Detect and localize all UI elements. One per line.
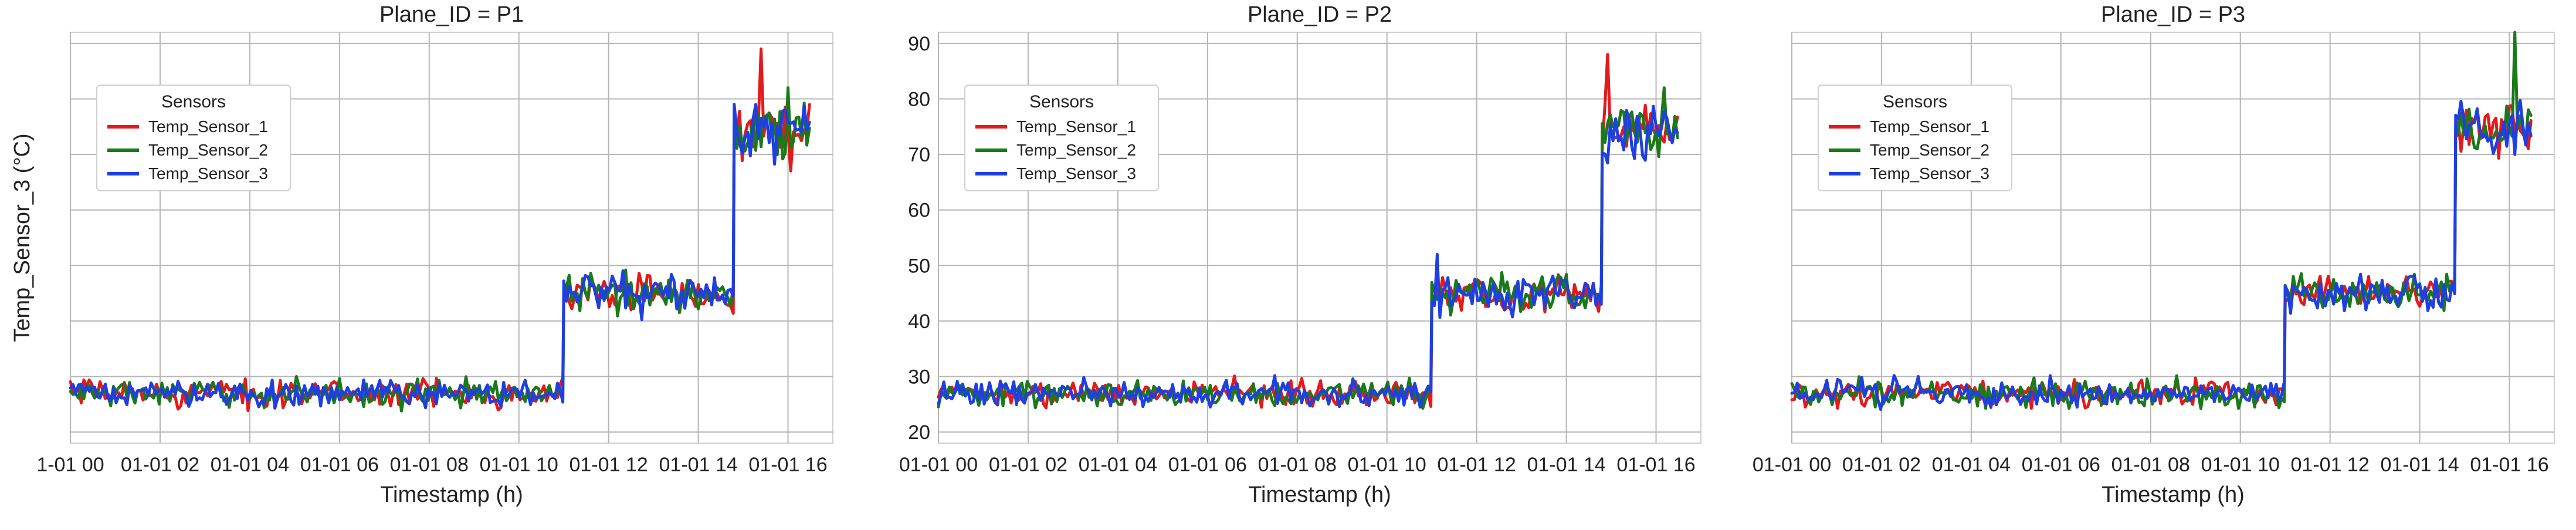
x-tick-label: 01-01 14 (2380, 454, 2459, 476)
legend-title: Sensors (161, 92, 226, 112)
x-tick-label: 01-01 06 (1168, 454, 1247, 476)
x-tick-label: 01-01 02 (989, 454, 1067, 476)
legend-label: Temp_Sensor_3 (1016, 164, 1136, 183)
x-tick-label: 01-01 12 (570, 454, 648, 476)
x-tick-label: 01-01 14 (659, 454, 737, 476)
legend-label: Temp_Sensor_2 (1016, 141, 1136, 159)
legend-box (964, 85, 1159, 191)
legend-label: Temp_Sensor_3 (148, 164, 268, 183)
y-tick-label: 50 (908, 255, 930, 277)
panel-title: Plane_ID = P1 (379, 2, 524, 27)
y-tick-label: 20 (908, 421, 930, 444)
x-tick-label: 01-01 04 (1079, 454, 1157, 476)
x-tick-label: 01-01 00 (899, 454, 978, 476)
series-line-temp-sensor-2 (937, 86, 1679, 410)
legend-box (96, 85, 291, 191)
x-tick-label: 01-01 14 (1527, 454, 1605, 476)
y-tick-label: 90 (908, 33, 930, 55)
y-tick-label: 30 (908, 366, 930, 388)
y-tick-label: 40 (908, 310, 930, 333)
legend-title: Sensors (1029, 92, 1094, 112)
y-tick-label: 70 (908, 144, 930, 166)
chart-panel-1: 1-01 00 01-01 02 01-01 04 01-01 06 01-01 08 0… (10, 2, 833, 507)
x-tick-label: 01-01 06 (300, 454, 379, 476)
x-axis-label: Timestamp (h) (380, 482, 523, 507)
x-axis-label: Timestamp (h) (1248, 482, 1391, 507)
x-tick-label: 1-01 00 (36, 454, 104, 476)
x-tick-label: 01-01 10 (2201, 454, 2280, 476)
x-tick-label: 01-01 08 (390, 454, 469, 476)
x-tick-label: 01-01 16 (1616, 454, 1695, 476)
legend-label: Temp_Sensor_1 (148, 117, 268, 136)
legend: Sensors Temp_Sensor_1 Temp_Sensor_2 Temp_Se… (1818, 85, 2012, 191)
series-line-temp-sensor-3 (69, 103, 811, 410)
x-axis-label: Timestamp (h) (2102, 482, 2245, 507)
series-line-temp-sensor-3 (1790, 99, 2533, 411)
x-tick-label: 01-01 02 (121, 454, 199, 476)
x-tick-label: 01-01 02 (1842, 454, 1921, 476)
legend-label: Temp_Sensor_1 (1016, 117, 1136, 136)
x-tick-label: 01-01 10 (1348, 454, 1426, 476)
series-line-temp-sensor-3 (937, 104, 1679, 409)
legend-box (1818, 85, 2012, 191)
chart-panel-2: 01-01 00 01-01 02 01-01 04 01-01 06 01-01 08… (899, 2, 1701, 507)
x-tick-label: 01-01 08 (2111, 454, 2190, 476)
legend-label: Temp_Sensor_2 (1870, 141, 1989, 159)
x-tick-label: 01-01 12 (1438, 454, 1516, 476)
x-tick-label: 01-01 16 (2470, 454, 2548, 476)
legend-label: Temp_Sensor_1 (1870, 117, 1989, 136)
panel-title: Plane_ID = P2 (1248, 2, 1392, 27)
chart-panel-3: 01-01 00 01-01 02 01-01 04 01-01 06 01-01 08… (1753, 2, 2555, 507)
x-tick-label: 01-01 06 (2022, 454, 2100, 476)
legend-label: Temp_Sensor_3 (1870, 164, 1989, 183)
legend: Sensors Temp_Sensor_1 Temp_Sensor_2 Temp_Se… (964, 85, 1159, 191)
y-tick-label: 60 (908, 200, 930, 222)
y-axis-label: Temp_Sensor_3 (°C) (10, 133, 35, 342)
x-tick-label: 01-01 04 (1932, 454, 2011, 476)
x-tick-label: 01-01 16 (748, 454, 827, 476)
panel-title: Plane_ID = P3 (2101, 2, 2245, 27)
x-tick-label: 01-01 00 (1753, 454, 1831, 476)
x-tick-label: 01-01 04 (211, 454, 289, 476)
x-tick-label: 01-01 10 (480, 454, 558, 476)
x-tick-label: 01-01 12 (2291, 454, 2370, 476)
legend-title: Sensors (1883, 92, 1947, 112)
legend-label: Temp_Sensor_2 (148, 141, 268, 159)
x-tick-label: 01-01 08 (1258, 454, 1337, 476)
legend: Sensors Temp_Sensor_1 Temp_Sensor_2 Temp_Se… (96, 85, 291, 191)
y-tick-label: 80 (908, 89, 930, 111)
